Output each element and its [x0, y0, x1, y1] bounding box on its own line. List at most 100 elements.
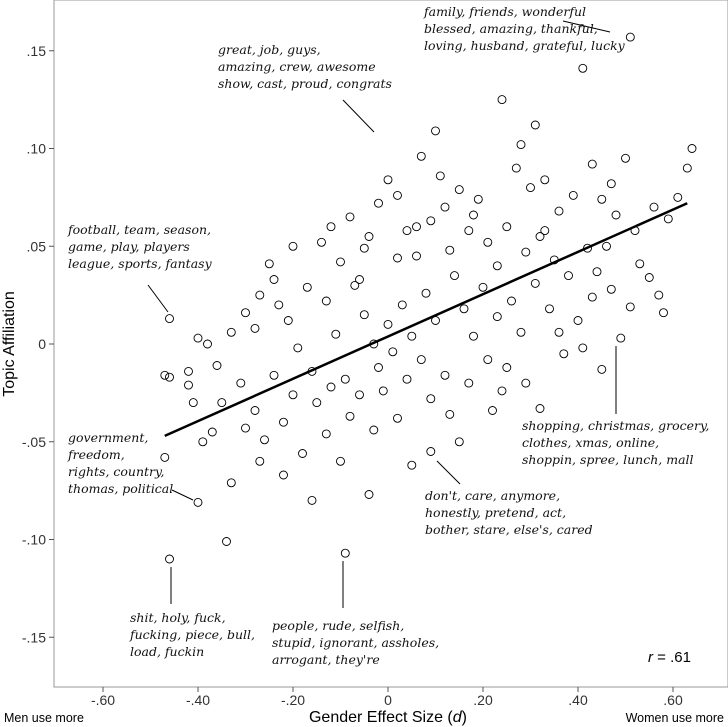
scatter-point: [644, 273, 654, 282]
scatter-point: [340, 548, 350, 558]
annotation-line: football, team, season,: [67, 222, 211, 237]
x-tick-label: .60: [663, 692, 683, 708]
scatter-point: [516, 327, 526, 337]
scatter-point: [654, 290, 664, 300]
scatter-point: [165, 314, 174, 324]
scatter-point: [431, 126, 440, 136]
scatter-point: [478, 282, 488, 292]
annotation-line: great, job, guys,: [218, 42, 321, 57]
x-tick-label: 0: [384, 692, 392, 708]
scatter-point: [497, 95, 507, 105]
scatter-point: [217, 398, 227, 408]
x-tick-label: .40: [568, 692, 588, 708]
scatter-point: [236, 378, 246, 388]
annotation-line: honestly, pretend, act,: [425, 505, 566, 520]
scatter-point: [288, 390, 298, 400]
annotation-line: don't, care, anymore,: [425, 488, 560, 503]
scatter-point: [535, 404, 545, 413]
annotation-line: people, rude, selfish,: [272, 618, 404, 633]
scatter-point: [530, 120, 540, 130]
y-tick-label: -.15: [22, 629, 46, 645]
regression-line: [164, 202, 688, 438]
scatter-point: [412, 222, 421, 232]
scatter-point: [469, 210, 478, 220]
annotation-line: show, cast, proud, congrats: [218, 76, 392, 91]
x-right-end-label: Women use more: [626, 711, 724, 725]
scatter-point: [530, 278, 540, 288]
scatter-point: [564, 271, 573, 281]
scatter-point: [483, 355, 493, 365]
plot-panel: [53, 0, 728, 688]
scatter-point: [682, 163, 692, 173]
scatter-point: [283, 316, 293, 325]
scatter-point: [554, 327, 564, 337]
annotation-line: load, fuckin: [130, 644, 204, 659]
x-axis: -.60 -.40 -.20 0 .20 .40 .60: [91, 687, 683, 708]
scatter-point: [288, 241, 298, 251]
scatter-point: [606, 179, 616, 189]
y-tick-label: .15: [27, 43, 47, 59]
annotation: people, rude, selfish, stupid, ignorant, …: [272, 561, 439, 667]
scatter-point: [255, 290, 265, 300]
scatter-point: [393, 253, 402, 263]
scatter-point: [165, 372, 174, 382]
annotation-line: fucking, piece, bull,: [129, 627, 255, 642]
annotation-line: blessed, amazing, thankful,: [424, 21, 598, 36]
correlation-r: r: [648, 649, 654, 666]
scatter-point: [359, 243, 369, 253]
scatter-point: [226, 478, 236, 488]
annotation: shit, holy, fuck, fucking, piece, bull, lo…: [129, 567, 255, 659]
scatter-point: [663, 214, 673, 224]
scatter-point: [521, 247, 531, 257]
annotation-line: game, play, players: [68, 239, 190, 254]
correlation-value: = .61: [653, 649, 691, 666]
scatter-point: [445, 409, 455, 419]
annotation-line: freedom,: [67, 447, 125, 462]
scatter-point: [250, 323, 260, 333]
scatter-point: [250, 406, 260, 415]
x-axis-title: Gender Effect Size (d): [309, 709, 467, 726]
scatter-point: [507, 296, 516, 306]
scatter-point: [535, 232, 545, 241]
scatter-point: [426, 447, 436, 456]
scatter-point: [559, 349, 569, 359]
scatter-point: [207, 427, 217, 437]
scatter-point: [184, 366, 193, 376]
annotation-line: thomas, political: [68, 481, 173, 496]
scatter-point: [193, 497, 203, 507]
x-tick-label: -.60: [91, 692, 115, 708]
scatter-point: [454, 185, 464, 195]
scatter-point: [454, 437, 464, 447]
annotation: shopping, christmas, grocery, clothes, xm…: [522, 346, 709, 467]
scatter-point: [687, 144, 697, 153]
x-tick-label: -.40: [186, 692, 210, 708]
scatter-point: [336, 456, 345, 466]
scatter-point: [302, 282, 312, 292]
scatter-point: [307, 495, 317, 505]
annotation-line: stupid, ignorant, assholes,: [272, 635, 439, 650]
scatter-point: [165, 554, 174, 564]
scatter-point: [184, 380, 193, 390]
scatter-point: [397, 300, 407, 310]
annotation-line: shopping, christmas, grocery,: [522, 418, 709, 433]
scatter-point: [331, 329, 341, 339]
x-tick-label: -.20: [281, 692, 305, 708]
scatter-point: [649, 202, 659, 212]
scatter-point: [193, 333, 203, 343]
scatter-point: [573, 316, 583, 325]
scatter-point: [321, 429, 331, 439]
scatter-point: [279, 470, 288, 480]
scatter-point: [526, 183, 535, 193]
scatter-point: [241, 423, 250, 433]
scatter-point: [298, 449, 307, 458]
scatter-point: [616, 333, 626, 343]
annotation-leader-line: [147, 284, 169, 313]
annotation-line: amazing, crew, awesome: [218, 59, 376, 74]
scatter-point: [502, 363, 512, 372]
scatter-point: [355, 275, 364, 284]
scatter-point: [521, 378, 531, 388]
x-left-end-label: Men use more: [4, 711, 84, 725]
scatter-point: [255, 456, 265, 466]
scatter-point: [402, 226, 412, 236]
scatter-point: [435, 171, 445, 181]
